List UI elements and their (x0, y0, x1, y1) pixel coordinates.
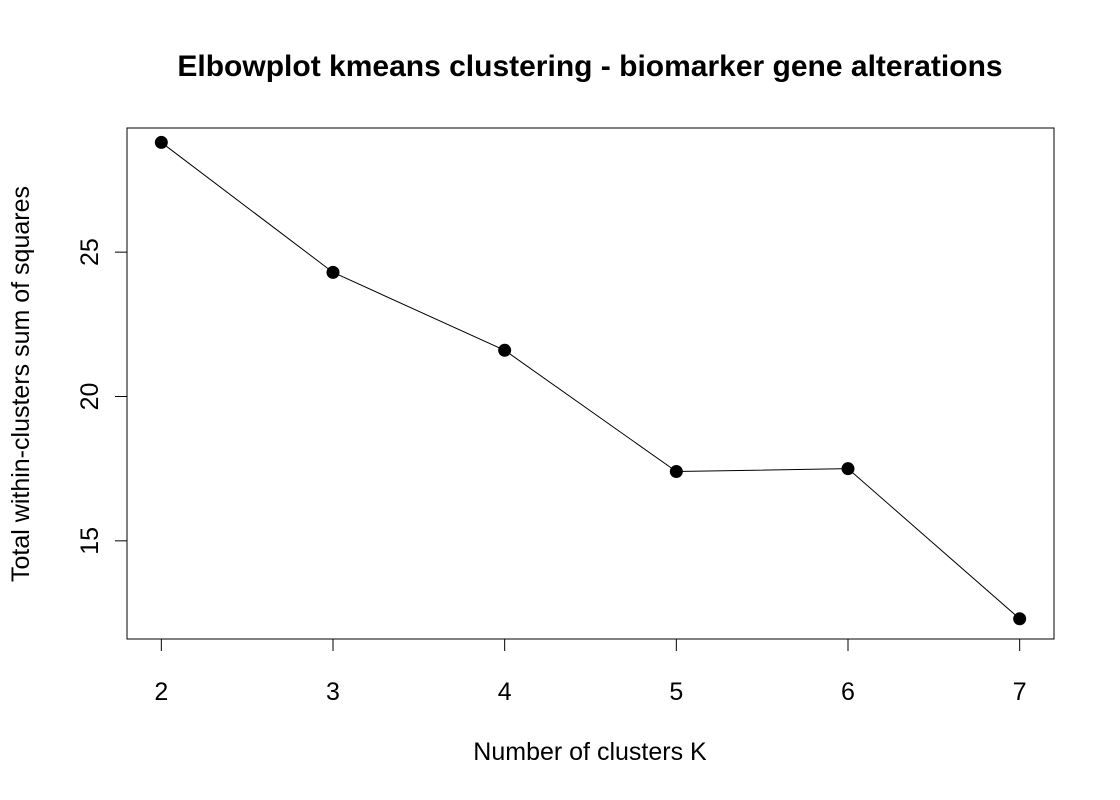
x-axis: 2 3 4 5 6 7 (154, 638, 1027, 706)
x-tick-label: 6 (841, 678, 855, 706)
data-point (669, 465, 683, 479)
x-tick-label: 4 (498, 678, 512, 706)
plot-frame (126, 127, 1055, 640)
y-tick-label: 15 (76, 527, 104, 555)
series-line (161, 142, 1020, 620)
y-axis: 15 20 25 (76, 238, 128, 555)
data-point (498, 343, 512, 357)
x-tick-label: 7 (1013, 678, 1027, 706)
x-axis-label: Number of clusters K (473, 738, 707, 766)
data-points (154, 135, 1027, 626)
data-point (841, 462, 855, 476)
data-point (326, 265, 340, 279)
x-tick-label: 2 (154, 678, 168, 706)
y-tick-label: 25 (76, 238, 104, 266)
x-tick-label: 3 (326, 678, 340, 706)
data-point (1013, 612, 1027, 626)
y-tick-label: 20 (76, 383, 104, 411)
data-point (154, 135, 168, 149)
chart-title: Elbowplot kmeans clustering - biomarker … (177, 50, 1002, 83)
x-tick-label: 5 (669, 678, 683, 706)
y-axis-label: Total within-clusters sum of squares (7, 186, 35, 582)
